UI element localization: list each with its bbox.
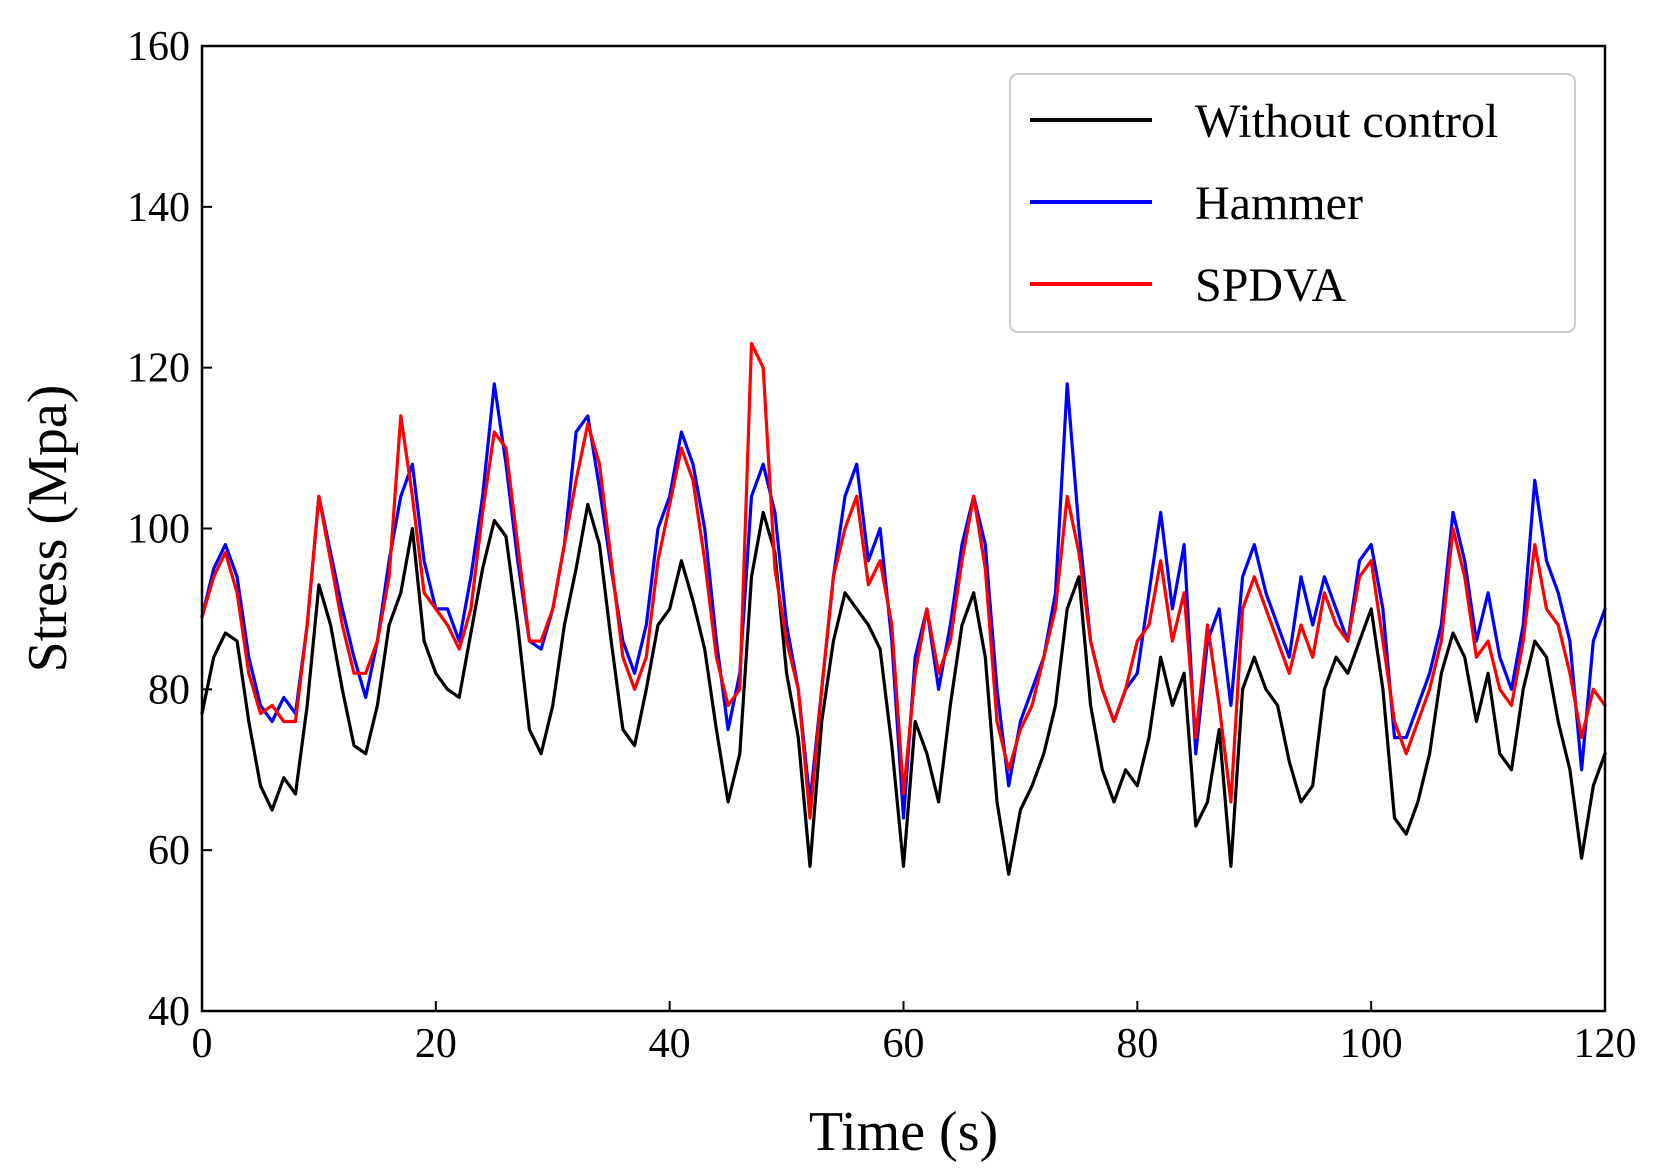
y-tick-label: 80: [148, 667, 190, 713]
y-tick-label: 60: [148, 828, 190, 874]
series-line-without-control: [200, 502, 1607, 876]
legend: Without control Hammer SPDVA: [1009, 73, 1576, 333]
y-axis-title: Stress (Mpa): [17, 385, 79, 673]
y-tick-label: 140: [127, 185, 190, 231]
x-tick-label: 40: [649, 1021, 691, 1067]
legend-label-spdva: SPDVA: [1195, 259, 1347, 312]
series-layer: [200, 341, 1607, 876]
legend-label-without-control: Without control: [1195, 95, 1498, 148]
x-tick-label: 120: [1574, 1021, 1637, 1067]
x-tick-label: 80: [1116, 1021, 1158, 1067]
y-tick-label: 120: [127, 346, 190, 392]
legend-box: [1009, 73, 1576, 333]
x-tick-label: 20: [415, 1021, 457, 1067]
x-axis-title: Time (s): [809, 1101, 998, 1163]
y-tick-label: 160: [127, 24, 190, 70]
x-tick-label: 100: [1340, 1021, 1403, 1067]
x-tick-label: 60: [883, 1021, 925, 1067]
x-tick-label: 0: [192, 1021, 213, 1067]
series-line-spdva: [200, 341, 1607, 820]
ticks-layer: 0 20 40 60 80 100 120 40 60 80 100 120 140 160: [127, 24, 1637, 1067]
y-tick-label: 40: [148, 989, 190, 1035]
series-line-hammer: [200, 382, 1607, 820]
legend-label-hammer: Hammer: [1195, 177, 1363, 230]
y-tick-label: 100: [127, 507, 190, 553]
